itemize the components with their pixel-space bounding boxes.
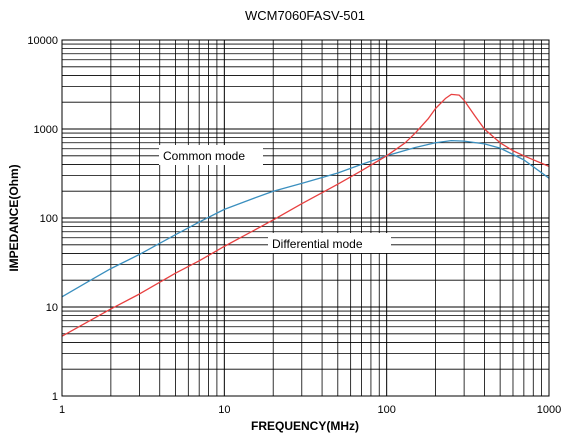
x-tick-label: 10: [218, 404, 230, 416]
common-mode-label: Common mode: [163, 149, 245, 163]
x-tick-label: 1: [59, 404, 65, 416]
common-mode-line: [61, 139, 550, 298]
differential-mode-line: [61, 93, 550, 337]
common-mode-label-bg: [159, 145, 263, 165]
series-labels: Common mode Differential mode: [159, 145, 391, 253]
plot-frame: [61, 39, 550, 397]
x-axis-title: FREQUENCY(MHz): [251, 419, 359, 433]
x-tick-label: 1000: [537, 404, 561, 416]
y-tick-label: 100: [40, 213, 58, 225]
chart-title: WCM7060FASV-501: [245, 8, 365, 23]
differential-mode-label-bg: [268, 233, 391, 253]
y-axis-title: IMPEDANCE(Ohm): [7, 164, 21, 271]
y-axis-ticks: 1 10 100 1000 10000: [27, 35, 58, 403]
x-axis-ticks: 1 10 100 1000: [59, 404, 561, 416]
grid-lines: [62, 40, 549, 396]
y-tick-label: 10000: [27, 35, 58, 47]
differential-mode-label: Differential mode: [272, 237, 363, 251]
series-layer: [61, 93, 550, 337]
x-tick-label: 100: [377, 404, 395, 416]
y-tick-label: 1000: [34, 124, 58, 136]
y-tick-label: 10: [46, 302, 58, 314]
y-tick-label: 1: [52, 391, 58, 403]
